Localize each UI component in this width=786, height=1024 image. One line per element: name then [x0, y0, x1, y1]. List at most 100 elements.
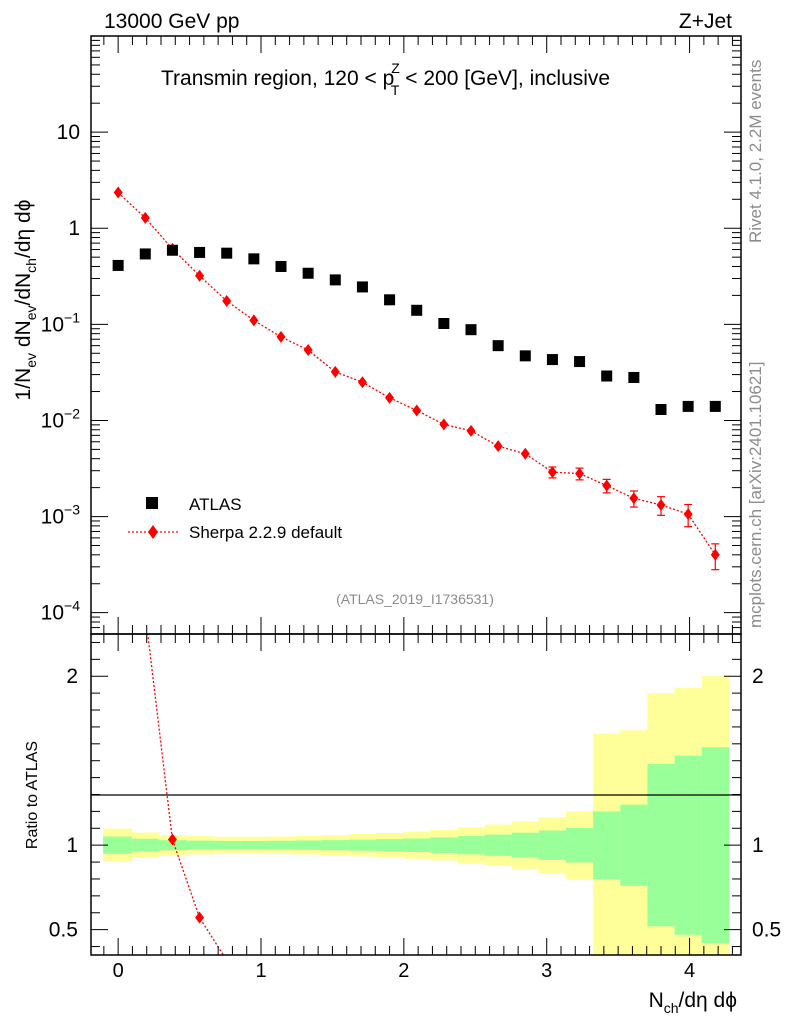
atlas-point — [492, 340, 504, 352]
atlas-point — [465, 324, 477, 336]
ratio-y-tick-label-left: 2 — [66, 665, 78, 688]
ratio-band-inner — [403, 838, 431, 852]
legend-sherpa-label: Sherpa 2.2.9 default — [189, 523, 342, 542]
atlas-point — [166, 244, 178, 256]
legend-atlas-label: ATLAS — [189, 495, 242, 514]
atlas-point — [628, 371, 640, 383]
sherpa-point — [222, 294, 232, 307]
main-y-axis-ticks: 10 1 10−1 10−2 10−3 10−4 — [41, 35, 741, 635]
ratio-sherpa-line — [147, 634, 225, 955]
sherpa-point — [710, 548, 720, 561]
sherpa-point — [466, 424, 476, 437]
y-tick-label: 10−3 — [41, 502, 81, 529]
sherpa-point — [547, 466, 557, 479]
atlas-point — [411, 304, 423, 316]
atlas-point — [574, 356, 586, 368]
legend: ATLAS Sherpa 2.2.9 default — [128, 495, 342, 542]
sherpa-point — [493, 440, 503, 453]
atlas-point — [112, 259, 124, 271]
sherpa-point — [439, 418, 449, 431]
atlas-point — [329, 274, 341, 286]
x-axis-label: Nch/dη dϕ — [649, 989, 737, 1016]
ratio-y-tick-label-left: 1 — [66, 834, 78, 857]
analysis-id-watermark: (ATLAS_2019_I1736531) — [336, 591, 494, 607]
sherpa-point — [520, 447, 530, 460]
sherpa-point — [683, 508, 693, 521]
ratio-band-inner — [131, 838, 160, 852]
ratio-y-axis-label: Ratio to ATLAS — [24, 741, 41, 849]
ratio-band-inner — [674, 755, 703, 935]
ratio-sherpa-point — [141, 608, 150, 620]
y-tick-label: 10−2 — [41, 405, 81, 432]
y-tick-label: 10 — [57, 121, 80, 144]
sherpa-point — [113, 186, 123, 199]
x-tick-label: 2 — [398, 960, 409, 982]
ratio-band-inner — [593, 811, 621, 879]
atlas-point — [519, 350, 531, 362]
sherpa-point — [195, 269, 205, 282]
ratio-band-inner — [348, 839, 377, 851]
atlas-point — [302, 267, 314, 279]
ratio-y-tick-label-right: 1 — [752, 834, 764, 857]
main-plot-series — [112, 186, 721, 571]
ratio-band-inner — [376, 839, 404, 852]
sherpa-point — [303, 344, 313, 357]
ratio-band-inner — [457, 836, 486, 855]
y-tick-label: 10−1 — [41, 309, 81, 336]
ratio-band-inner — [620, 804, 648, 886]
sherpa-point — [575, 467, 585, 480]
plot-title: Transmin region, 120 < pZ T < 200 [GeV], … — [161, 60, 610, 98]
atlas-point — [356, 281, 368, 293]
x-tick-label: 1 — [255, 960, 266, 982]
sherpa-point — [249, 314, 259, 327]
atlas-point — [139, 248, 151, 260]
x-tick-label: 3 — [541, 960, 552, 982]
ratio-y-tick-label-right: 0.5 — [752, 919, 781, 942]
ratio-sherpa-point — [226, 954, 228, 955]
rivet-version-label: Rivet 4.1.0, 2.2M events — [746, 60, 765, 243]
ratio-band-inner — [511, 832, 540, 858]
atlas-point — [384, 294, 396, 306]
sherpa-point — [140, 211, 150, 224]
atlas-point — [194, 246, 206, 258]
atlas-point — [682, 400, 694, 412]
atlas-point — [221, 247, 233, 259]
ratio-band-inner — [213, 840, 241, 850]
ratio-band-inner — [430, 837, 458, 853]
ratio-band-inner — [647, 764, 676, 927]
ratio-band-inner — [267, 840, 296, 850]
sherpa-point — [412, 404, 422, 417]
ratio-band-inner — [103, 836, 133, 854]
y-tick-label: 10−4 — [41, 598, 81, 625]
atlas-point — [655, 404, 667, 416]
ratio-band-inner — [484, 834, 513, 856]
header-process-label: Z+Jet — [679, 10, 732, 33]
main-x-axis-ticks: 0 1 2 3 4 — [103, 36, 733, 982]
ratio-series-sherpa — [141, 608, 228, 955]
ratio-sherpa-point — [195, 911, 205, 924]
ratio-band-inner — [566, 827, 594, 863]
sherpa-point — [602, 479, 612, 492]
x-tick-label: 0 — [113, 960, 124, 982]
atlas-point — [248, 253, 260, 265]
ratio-y-tick-label-right: 2 — [752, 665, 764, 688]
y-tick-label: 1 — [68, 217, 80, 240]
ratio-band-inner — [321, 840, 350, 851]
ratio-band-inner — [240, 840, 268, 850]
atlas-point — [275, 260, 287, 272]
header-energy-label: 13000 GeV pp — [104, 10, 239, 33]
legend-atlas-marker — [146, 497, 158, 509]
main-y-axis-label: 1/Nev dNev/dNch/dη dϕ — [12, 200, 39, 401]
ratio-sherpa-point — [167, 833, 177, 846]
sherpa-point — [385, 391, 395, 404]
ratio-band-inner — [158, 840, 187, 851]
legend-sherpa-marker — [148, 525, 158, 539]
sherpa-point — [357, 376, 367, 389]
ratio-band-inner — [294, 840, 323, 850]
sherpa-point — [629, 492, 639, 505]
atlas-point — [546, 354, 558, 366]
ratio-band-inner — [186, 840, 214, 850]
x-tick-label: 4 — [684, 960, 695, 982]
mcplots-source-label: mcplots.cern.ch [arXiv:2401.10621] — [746, 362, 765, 628]
